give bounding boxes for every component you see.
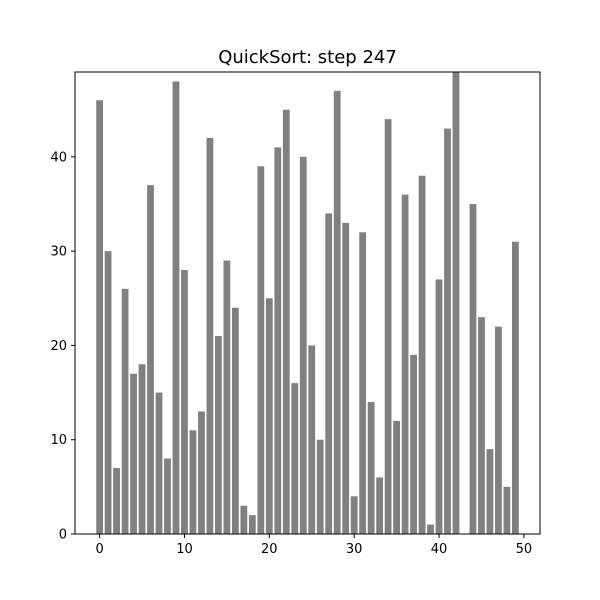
bar-14 [215, 336, 222, 534]
bar-8 [164, 458, 171, 534]
bar-45 [478, 317, 485, 534]
x-tick-label: 0 [95, 542, 103, 557]
bar-1 [104, 251, 112, 534]
bar-23 [291, 383, 299, 534]
x-tick-label: 30 [346, 542, 363, 557]
bar-40 [435, 279, 443, 534]
bar-39 [427, 524, 434, 534]
x-axis-ticks: 0 10 20 30 40 50 [95, 534, 532, 557]
bar-11 [189, 430, 197, 534]
bar-27 [325, 213, 333, 534]
bar-36 [401, 194, 409, 535]
x-tick-label: 20 [261, 542, 278, 557]
bar-2 [113, 468, 120, 534]
bar-30 [350, 496, 358, 534]
bar-12 [198, 411, 205, 534]
bar-13 [206, 138, 214, 534]
bar-28 [333, 90, 341, 534]
bar-7 [155, 392, 163, 534]
x-tick-label: 40 [431, 542, 448, 557]
y-tick-label: 40 [50, 150, 67, 165]
bar-0 [96, 100, 104, 535]
bar-6 [147, 185, 154, 534]
bars-group [96, 72, 519, 535]
bar-5 [138, 364, 146, 534]
bar-16 [231, 307, 239, 534]
bar-41 [444, 128, 451, 535]
x-tick-label: 10 [176, 542, 193, 557]
bar-24 [299, 156, 307, 534]
bar-42 [452, 72, 460, 534]
y-tick-label: 30 [50, 245, 67, 260]
bar-29 [342, 222, 350, 534]
bar-22 [282, 109, 290, 534]
bar-34 [384, 119, 392, 535]
plot-frame [74, 71, 541, 535]
bar-48 [503, 486, 511, 534]
bar-35 [393, 420, 400, 534]
bar-26 [316, 439, 324, 534]
bar-47 [495, 326, 502, 534]
y-axis-ticks: 0 10 20 30 40 [50, 150, 75, 543]
bar-9 [172, 81, 180, 534]
bar-37 [410, 354, 417, 534]
bar-21 [274, 147, 282, 534]
x-tick-label: 50 [516, 542, 533, 557]
bar-17 [240, 505, 248, 534]
bar-38 [418, 175, 426, 534]
y-tick-label: 10 [50, 433, 67, 448]
bar-44 [469, 204, 477, 534]
bar-32 [367, 402, 375, 534]
bar-15 [223, 260, 231, 534]
bar-10 [181, 270, 188, 534]
bar-46 [486, 449, 494, 534]
bar-25 [308, 345, 316, 534]
bar-18 [248, 515, 256, 534]
y-tick-label: 0 [59, 528, 67, 543]
bar-20 [265, 298, 273, 534]
chart-title: QuickSort: step 247 [218, 47, 397, 68]
bar-3 [121, 288, 129, 534]
bar-31 [359, 232, 367, 535]
bar-19 [257, 166, 265, 535]
bar-33 [376, 477, 384, 534]
y-tick-label: 20 [50, 339, 67, 354]
bar-49 [511, 241, 519, 534]
bar-4 [130, 373, 137, 534]
